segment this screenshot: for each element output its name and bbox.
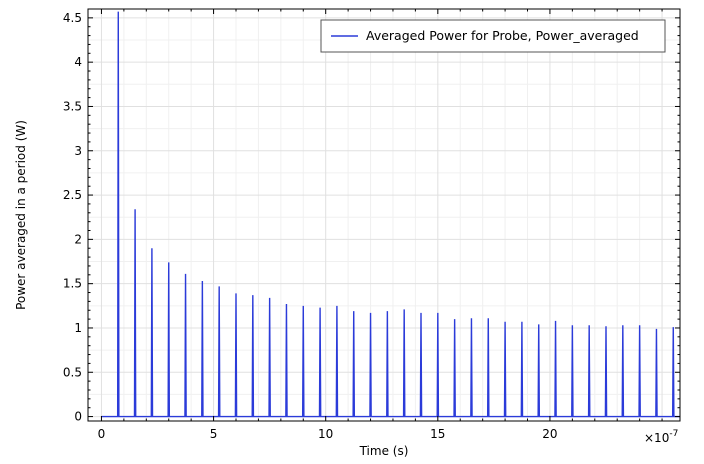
x-tick-label: 20 bbox=[542, 427, 557, 441]
y-tick-label: 1.5 bbox=[63, 277, 82, 291]
y-tick-label: 4 bbox=[74, 55, 82, 69]
x-multiplier-base: ×10 bbox=[644, 431, 669, 445]
x-axis-label: Time (s) bbox=[359, 444, 409, 458]
y-tick-label: 2.5 bbox=[63, 188, 82, 202]
x-multiplier-label: ×10-7 bbox=[644, 429, 678, 445]
data-series bbox=[101, 11, 680, 418]
y-tick-label: 3.5 bbox=[63, 99, 82, 113]
y-axis-label: Power averaged in a period (W) bbox=[14, 120, 28, 310]
y-tick-label: 0 bbox=[74, 410, 82, 424]
legend-entry-label: Averaged Power for Probe, Power_averaged bbox=[366, 28, 639, 43]
legend-box bbox=[320, 19, 666, 53]
x-tick-label: 0 bbox=[98, 427, 106, 441]
x-tick-label: 10 bbox=[318, 427, 333, 441]
axis-ticks: 0 5 10 15 20 0 0.5 1 1.5 2 2.5 3 3.5 4 4.5 bbox=[63, 9, 680, 441]
x-multiplier-exponent: -7 bbox=[669, 429, 678, 439]
x-tick-label: 5 bbox=[210, 427, 218, 441]
plot-frame bbox=[87, 8, 681, 422]
legend: Averaged Power for Probe, Power_averaged bbox=[320, 19, 666, 53]
y-tick-label: 4.5 bbox=[63, 11, 82, 25]
y-tick-label: 1 bbox=[74, 321, 82, 335]
series-line bbox=[101, 11, 680, 418]
y-tick-label: 0.5 bbox=[63, 365, 82, 379]
x-tick-label: 15 bbox=[430, 427, 445, 441]
y-tick-label: 2 bbox=[74, 232, 82, 246]
y-tick-label: 3 bbox=[74, 144, 82, 158]
